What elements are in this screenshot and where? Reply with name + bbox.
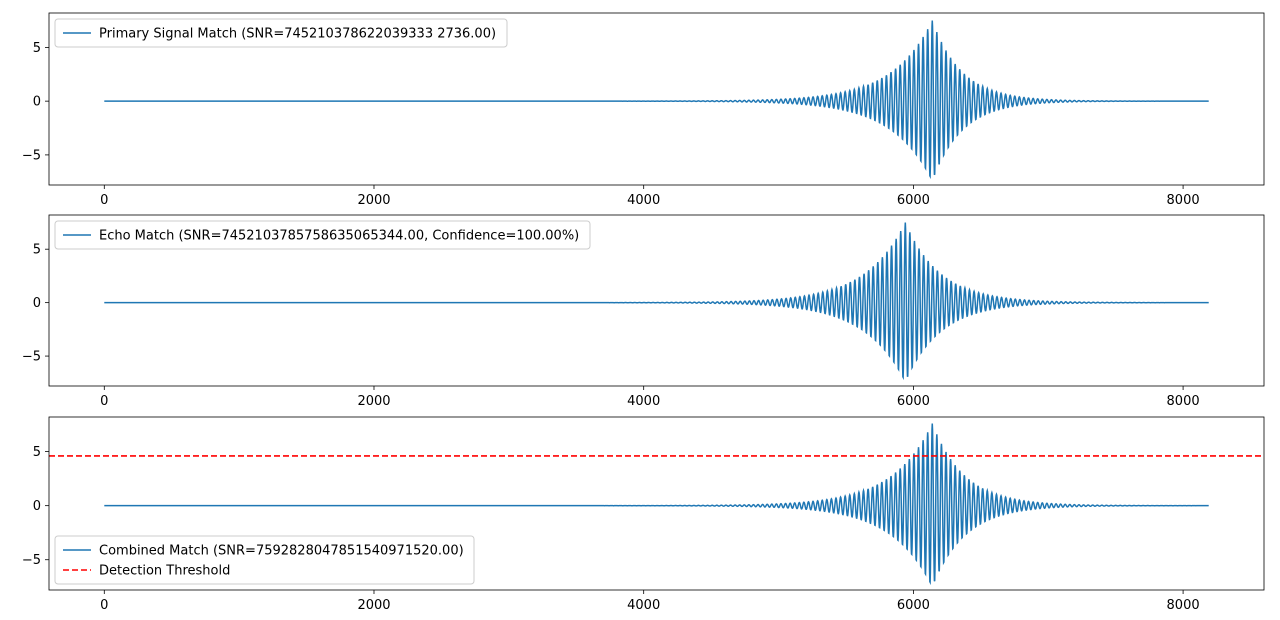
x-tick-label: 0 [100, 394, 108, 409]
x-tick-label: 6000 [897, 598, 930, 613]
x-tick-label: 0 [100, 193, 108, 208]
x-tick-label: 2000 [357, 193, 390, 208]
subplot-1: 0 2000 4000 6000 8000 −5 0 5 Primary Signal Matc… [22, 12, 1265, 208]
plot-area [104, 20, 1209, 180]
plot-area [104, 222, 1209, 381]
legend: Primary Signal Match (SNR=74521037862203… [54, 18, 508, 48]
legend-label: Detection Threshold [99, 564, 230, 579]
legend-box [54, 18, 508, 48]
subplot-2: 0 2000 4000 6000 8000 −5 0 5 Echo Match (SNR=745… [22, 214, 1265, 409]
series-line-1 [104, 222, 1209, 381]
x-tick-label: 2000 [357, 598, 390, 613]
legend-box [54, 535, 475, 585]
x-tick-label: 6000 [897, 193, 930, 208]
legend-label: Primary Signal Match (SNR=74521037862203… [99, 27, 496, 42]
axes-frame [48, 12, 1265, 186]
x-tick-label: 4000 [627, 394, 660, 409]
legend: Echo Match (SNR=7452103785758635065344.0… [54, 220, 591, 250]
legend-label: Combined Match (SNR=75928280478515409715… [99, 544, 464, 559]
legend-box [54, 220, 591, 250]
plot-area [49, 423, 1264, 586]
series-line-1 [104, 20, 1209, 180]
x-tick-label: 6000 [897, 394, 930, 409]
x-tick-label: 4000 [627, 193, 660, 208]
y-tick-label: −5 [22, 350, 41, 365]
y-tick-label: −5 [22, 148, 41, 163]
y-tick-label: 5 [33, 445, 41, 460]
x-tick-label: 8000 [1167, 193, 1200, 208]
x-tick-label: 2000 [357, 394, 390, 409]
x-tick-label: 8000 [1167, 394, 1200, 409]
x-tick-label: 8000 [1167, 598, 1200, 613]
y-tick-label: 0 [33, 95, 41, 110]
y-tick-label: 5 [33, 41, 41, 56]
y-tick-label: 0 [33, 499, 41, 514]
x-tick-label: 0 [100, 598, 108, 613]
legend-label: Echo Match (SNR=7452103785758635065344.0… [99, 229, 579, 244]
y-tick-label: 0 [33, 296, 41, 311]
legend: Combined Match (SNR=75928280478515409715… [54, 535, 475, 585]
y-tick-label: 5 [33, 243, 41, 258]
axes-frame [48, 416, 1265, 591]
series-line-1 [104, 423, 1209, 586]
subplot-3: 0 2000 4000 6000 8000 −5 0 5 Combined Match (SNR… [22, 416, 1265, 613]
y-tick-label: −5 [22, 553, 41, 568]
axes-frame [48, 214, 1265, 387]
x-tick-label: 4000 [627, 598, 660, 613]
